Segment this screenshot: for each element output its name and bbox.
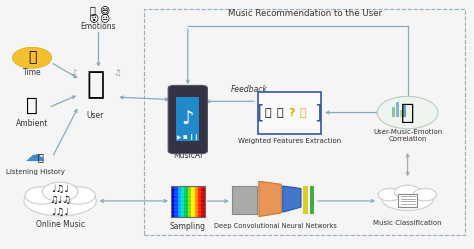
Polygon shape	[259, 181, 282, 217]
Circle shape	[25, 187, 58, 204]
Text: ♪: ♪	[72, 68, 77, 77]
Bar	[232, 186, 256, 214]
Bar	[171, 186, 174, 217]
Text: ]: ]	[315, 104, 322, 123]
Bar	[144, 9, 465, 235]
Text: 👩: 👩	[86, 70, 104, 99]
Text: 😐: 😐	[100, 14, 109, 24]
Bar	[258, 92, 320, 134]
Circle shape	[12, 47, 52, 68]
Text: ♫: ♫	[113, 68, 121, 77]
Text: 🎵: 🎵	[37, 153, 43, 163]
Text: 🌳: 🌳	[26, 96, 38, 115]
Text: Deep Convolutional Neural Networks: Deep Convolutional Neural Networks	[214, 223, 337, 229]
Polygon shape	[283, 186, 301, 212]
Text: 👍: 👍	[299, 108, 306, 118]
Text: 💗: 💗	[90, 5, 96, 15]
Text: 👍: 👍	[265, 108, 272, 118]
Text: Listening History: Listening History	[6, 169, 65, 175]
Bar	[303, 186, 308, 214]
Bar	[400, 110, 402, 117]
Ellipse shape	[24, 186, 96, 216]
Bar	[174, 186, 178, 217]
Text: Time: Time	[23, 68, 41, 77]
FancyBboxPatch shape	[168, 85, 208, 154]
Bar	[398, 194, 417, 207]
Bar	[198, 186, 201, 217]
Text: Online Music: Online Music	[36, 220, 85, 229]
Text: ☁️: ☁️	[25, 146, 44, 165]
Bar	[396, 102, 399, 117]
Bar	[191, 186, 194, 217]
Text: Feedback: Feedback	[231, 85, 268, 94]
Text: Ambient: Ambient	[16, 119, 48, 128]
Text: 😄: 😄	[100, 5, 109, 15]
Bar	[178, 186, 181, 217]
Text: User-Music-Emotion
Correlation: User-Music-Emotion Correlation	[373, 129, 442, 142]
Ellipse shape	[382, 188, 433, 210]
Bar	[403, 105, 406, 117]
Circle shape	[378, 188, 401, 201]
Text: MusicAI: MusicAI	[173, 151, 202, 160]
Circle shape	[63, 187, 95, 204]
Bar	[392, 107, 395, 117]
Text: Sampling: Sampling	[170, 222, 206, 231]
Text: Music Recommendation to the User: Music Recommendation to the User	[228, 9, 382, 18]
Text: 😮: 😮	[88, 14, 98, 24]
Circle shape	[377, 96, 438, 129]
Bar	[201, 186, 205, 217]
Text: Emotions: Emotions	[81, 22, 116, 31]
Bar	[194, 186, 198, 217]
Text: ♪: ♪	[182, 109, 194, 128]
Text: Weighted Features Extraction: Weighted Features Extraction	[237, 138, 341, 144]
Circle shape	[42, 182, 78, 201]
Text: Music Classification: Music Classification	[374, 220, 442, 226]
Text: ▶ ◼ ❙❙: ▶ ◼ ❙❙	[177, 134, 199, 140]
Text: 🔍: 🔍	[401, 103, 414, 123]
Text: ♩♫♩
♫♩♫
♩♫♩: ♩♫♩ ♫♩♫ ♩♫♩	[49, 184, 71, 217]
Text: User: User	[87, 111, 104, 120]
Bar	[176, 97, 200, 141]
Circle shape	[413, 188, 437, 201]
Bar	[188, 186, 191, 217]
Circle shape	[394, 185, 421, 199]
Bar	[310, 186, 314, 214]
Text: ?: ?	[288, 108, 294, 118]
Text: 👎: 👎	[277, 108, 283, 118]
Bar	[181, 186, 184, 217]
Bar	[184, 186, 188, 217]
Bar	[171, 186, 205, 217]
Text: [: [	[256, 104, 264, 123]
Text: 🌙: 🌙	[28, 50, 36, 64]
